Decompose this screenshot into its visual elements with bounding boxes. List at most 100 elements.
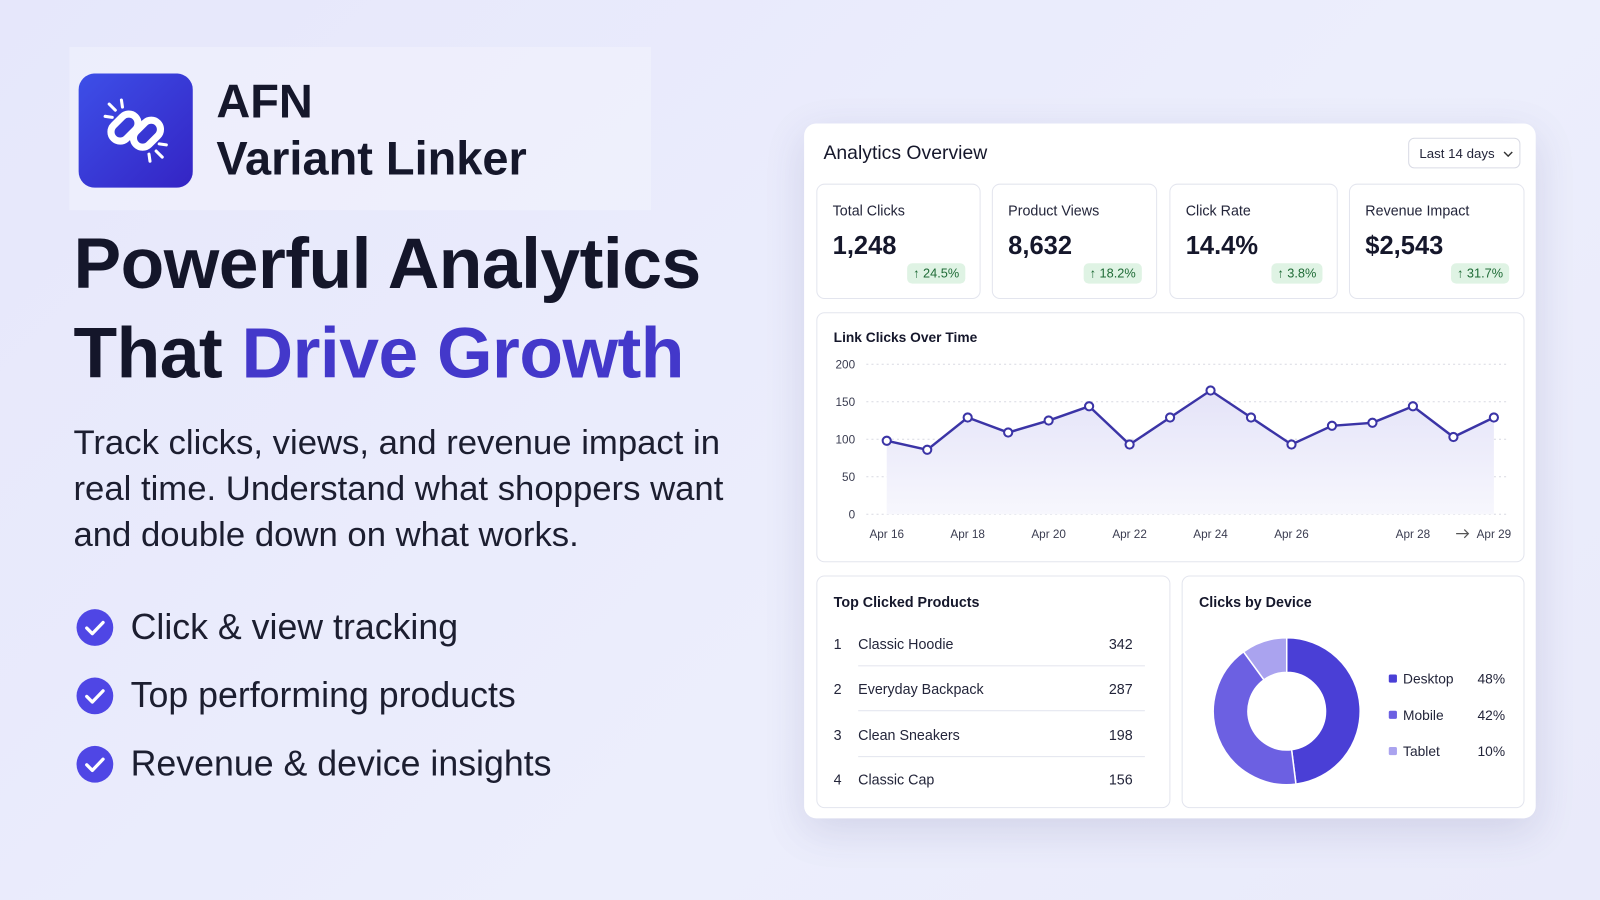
devices-card: Clicks by Device Desktop 48% Mobile 42% Tabl… [1181, 575, 1525, 809]
x-tick-label: Apr 18 [950, 528, 985, 541]
line-point [881, 435, 892, 446]
legend-label: Tablet [1403, 744, 1440, 759]
kpi-value: 8,632 [1008, 231, 1073, 261]
product-name: Classic Hoodie [858, 635, 954, 653]
kpi-card: Click Rate 14.4% ↑ 3.8% [1169, 183, 1338, 299]
check-mark [85, 620, 105, 636]
kpi-change: ↑ 31.7% [1450, 263, 1510, 284]
headline-line2: That Drive Growth [73, 312, 685, 394]
line-chart-title: Link Clicks Over Time [834, 330, 978, 345]
line-point [1367, 417, 1378, 428]
kpi-label: Total Clicks [832, 202, 905, 219]
feature-text: Revenue & device insights [130, 743, 552, 784]
line-chart: Link Clicks Over Time 0 50 100 150 200 Apr 16… [834, 330, 1512, 541]
headline-plain: That [73, 313, 223, 393]
check-circle [76, 677, 114, 715]
product-rank: 1 [833, 635, 842, 653]
legend-value: 10% [1478, 744, 1506, 759]
kpi-value: 14.4% [1185, 231, 1259, 261]
line-point [1205, 385, 1216, 396]
line-point [1124, 439, 1135, 450]
y-tick-label: 100 [836, 433, 856, 446]
line-point [1084, 401, 1095, 412]
devices-title: Clicks by Device [1198, 593, 1312, 611]
x-tick-label: Apr 22 [1112, 528, 1147, 541]
line-point [1326, 420, 1338, 431]
product-clicks: 287 [1108, 680, 1133, 698]
y-tick-label: 200 [836, 358, 856, 371]
kpi-card: Product Views 8,632 ↑ 18.2% [991, 183, 1158, 299]
check-circle [76, 609, 114, 646]
legend-label: Desktop [1403, 672, 1454, 687]
line-point [1488, 412, 1499, 423]
donut-slice [1212, 650, 1297, 786]
legend-label: Mobile [1403, 708, 1444, 723]
dropdown-caret [1503, 151, 1513, 158]
y-tick-label: 50 [842, 471, 856, 484]
y-tick-label: 0 [849, 508, 856, 521]
x-tick-label: Apr 16 [869, 528, 904, 541]
product-name: Variant Linker [216, 131, 527, 185]
product-rank: 3 [833, 726, 842, 743]
line-point [962, 412, 973, 423]
dashboard-title: Analytics Overview [823, 142, 988, 165]
kpi-change: ↑ 18.2% [1083, 263, 1142, 284]
product-clicks: 198 [1108, 726, 1133, 743]
line-point [1003, 427, 1014, 438]
headline-accent: Drive Growth [241, 313, 685, 393]
y-tick-label: 150 [836, 396, 856, 409]
headline-line1: Powerful Analytics [73, 223, 701, 304]
x-tick-label: Apr 20 [1031, 528, 1066, 541]
range-arrow [1456, 529, 1470, 539]
check-circle [76, 745, 114, 783]
kpi-card: Total Clicks 1,248 ↑ 24.5% [816, 183, 981, 299]
row-divider [858, 710, 1145, 712]
product-clicks: 156 [1108, 771, 1133, 788]
range-label: Last 14 days [1419, 145, 1495, 162]
legend-value: 48% [1478, 672, 1506, 687]
line-series [886, 389, 1495, 452]
product-clicks: 342 [1108, 635, 1133, 653]
x-tick-label: Apr 24 [1193, 528, 1228, 541]
donut-chart: Desktop 48% Mobile 42% Tablet 10% [1212, 636, 1506, 786]
product-name: Everyday Backpack [858, 680, 984, 698]
x-tick-label: Apr 29 [1477, 528, 1512, 541]
kpi-label: Revenue Impact [1365, 202, 1470, 219]
donut-slice [1285, 636, 1361, 785]
legend-value: 42% [1478, 708, 1506, 723]
line-point [1164, 412, 1176, 423]
line-point [922, 444, 933, 455]
check-icon [76, 745, 114, 783]
product-name: Clean Sneakers [858, 726, 960, 743]
line-point [1245, 412, 1257, 423]
donut-slice [1242, 636, 1288, 681]
feature-text: Click & view tracking [130, 607, 459, 647]
brand-name: AFN [216, 74, 313, 128]
product-rank: 2 [833, 680, 842, 698]
kpi-change: ↑ 24.5% [906, 263, 966, 284]
products-title: Top Clicked Products [833, 593, 980, 611]
kpi-card: Revenue Impact $2,543 ↑ 31.7% [1348, 183, 1525, 299]
kpi-value: 1,248 [832, 231, 897, 261]
line-card: Link Clicks Over Time 0 50 100 150 200 Apr 16… [816, 312, 1525, 563]
kpi-label: Click Rate [1185, 202, 1251, 219]
logo [78, 73, 193, 188]
line-area [886, 390, 1494, 515]
feature-text: Top performing products [130, 675, 516, 716]
kpi-value: $2,543 [1365, 231, 1444, 261]
legend-swatch [1388, 710, 1397, 719]
kpi-label: Product Views [1008, 202, 1100, 219]
x-tick-label: Apr 26 [1274, 528, 1309, 541]
line-point [1448, 431, 1459, 443]
line-point [1043, 415, 1054, 426]
x-tick-label: Apr 28 [1396, 528, 1431, 541]
line-point [1286, 439, 1297, 450]
range-dropdown[interactable]: Last 14 days [1408, 137, 1521, 169]
check-icon [76, 677, 114, 715]
product-name: Classic Cap [858, 771, 935, 788]
legend-swatch [1388, 674, 1397, 683]
check-icon [76, 609, 114, 646]
products-card: Top Clicked Products 1 Classic Hoodie 342 2… [816, 575, 1171, 809]
